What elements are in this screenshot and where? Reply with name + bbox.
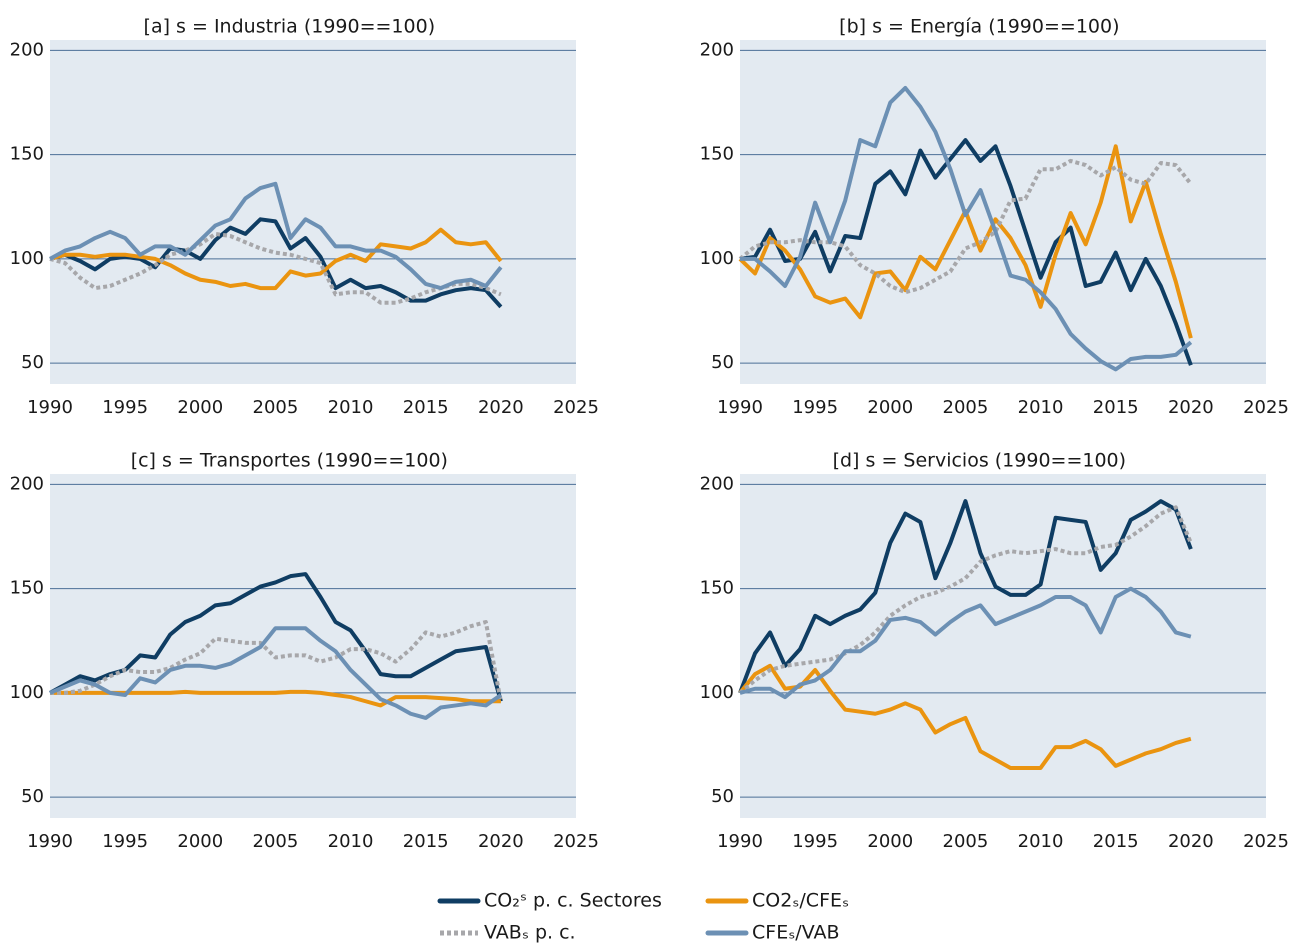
x-tick-label: 2005: [943, 831, 989, 852]
chart-title: [c] s = Transportes (1990==100): [131, 450, 448, 472]
x-tick-label: 2000: [177, 831, 223, 852]
y-tick-label: 200: [10, 39, 44, 60]
legend-label: CO2ₛ/CFEₛ: [752, 890, 849, 912]
x-tick-label: 2005: [253, 397, 299, 418]
series-line: [49, 231, 502, 305]
x-tick-label: 2015: [1093, 397, 1139, 418]
legend-label: CFEₛ/VAB: [752, 922, 840, 944]
x-tick-label: 2005: [943, 397, 989, 418]
series-line: [49, 227, 503, 291]
x-tick-label: 2025: [1243, 831, 1289, 852]
y-tick-label: 100: [10, 682, 44, 703]
plot-area: [50, 40, 576, 384]
x-tick-label: 1990: [717, 831, 763, 852]
series-line: [739, 586, 1192, 700]
x-tick-label: 2010: [1018, 397, 1064, 418]
series-line: [738, 499, 1193, 694]
x-tick-label: 1995: [792, 397, 838, 418]
y-tick-label: 50: [21, 352, 44, 373]
x-tick-label: 2000: [867, 831, 913, 852]
y-tick-label: 200: [10, 473, 44, 494]
x-tick-label: 2020: [478, 831, 524, 852]
x-tick-label: 2020: [1168, 397, 1214, 418]
x-tick-label: 2010: [328, 397, 374, 418]
plot-area: [740, 474, 1266, 818]
chart-title: [b] s = Energía (1990==100): [839, 16, 1119, 38]
y-tick-label: 100: [700, 248, 734, 269]
y-tick-label: 50: [711, 786, 734, 807]
y-tick-label: 50: [21, 786, 44, 807]
x-tick-label: 1990: [27, 397, 73, 418]
x-tick-label: 2015: [403, 397, 449, 418]
y-tick-label: 50: [711, 352, 734, 373]
y-tick-label: 150: [10, 578, 44, 599]
x-tick-label: 2000: [177, 397, 223, 418]
y-tick-label: 100: [700, 682, 734, 703]
series-line: [738, 158, 1193, 295]
y-tick-label: 150: [700, 578, 734, 599]
x-tick-label: 2020: [478, 397, 524, 418]
x-tick-label: 2015: [403, 831, 449, 852]
series-line: [738, 505, 1193, 695]
x-tick-label: 1995: [792, 831, 838, 852]
x-tick-label: 2020: [1168, 831, 1214, 852]
series-line: [738, 663, 1192, 770]
x-tick-label: 2025: [1243, 397, 1289, 418]
x-tick-label: 2025: [553, 397, 599, 418]
x-tick-label: 2015: [1093, 831, 1139, 852]
chart-title: [a] s = Industria (1990==100): [144, 16, 436, 38]
x-tick-label: 2000: [867, 397, 913, 418]
y-tick-label: 200: [700, 39, 734, 60]
y-tick-label: 200: [700, 473, 734, 494]
plot-area: [50, 474, 576, 818]
x-tick-label: 1990: [717, 397, 763, 418]
series-line: [739, 138, 1193, 366]
series-line: [50, 620, 503, 702]
y-tick-label: 100: [10, 248, 44, 269]
legend-label: VABₛ p. c.: [484, 922, 576, 944]
x-tick-label: 2010: [1018, 831, 1064, 852]
x-tick-label: 1995: [102, 831, 148, 852]
y-tick-label: 150: [700, 144, 734, 165]
x-tick-label: 2010: [328, 831, 374, 852]
chart-title: [d] s = Servicios (1990==100): [833, 450, 1126, 472]
x-tick-label: 2005: [253, 831, 299, 852]
series-line: [49, 181, 503, 291]
series-line: [740, 85, 1193, 372]
x-tick-label: 1995: [102, 397, 148, 418]
x-tick-label: 1990: [27, 831, 73, 852]
x-tick-label: 2025: [553, 831, 599, 852]
series-line: [49, 217, 503, 309]
legend-label: CO₂ˢ p. c. Sectores: [484, 890, 662, 912]
series-line: [49, 626, 503, 720]
y-tick-label: 150: [10, 144, 44, 165]
